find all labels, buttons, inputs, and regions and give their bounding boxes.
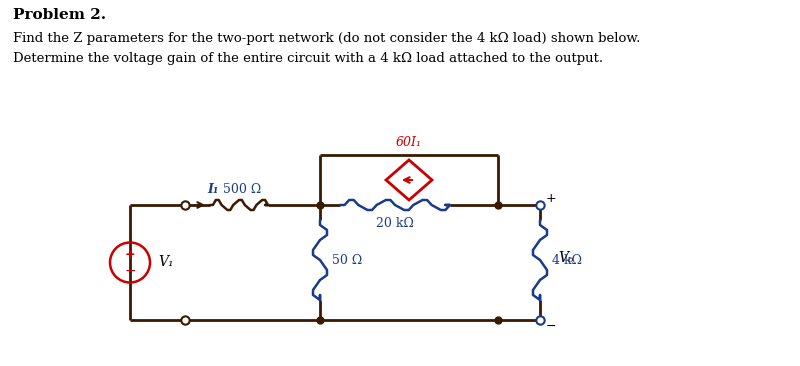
Text: 50 Ω: 50 Ω [332,254,362,266]
Text: Vₒ: Vₒ [558,250,574,265]
Text: Determine the voltage gain of the entire circuit with a 4 kΩ load attached to th: Determine the voltage gain of the entire… [13,52,603,65]
Text: −: − [124,264,136,277]
Text: Find the Z parameters for the two-port network (do not consider the 4 kΩ load) s: Find the Z parameters for the two-port n… [13,32,640,45]
Text: +: + [125,248,135,261]
Text: 20 kΩ: 20 kΩ [376,217,414,230]
Text: Problem 2.: Problem 2. [13,8,106,22]
Text: +: + [546,191,557,205]
Text: V₁: V₁ [158,255,174,269]
Text: I₁: I₁ [207,183,218,196]
Text: 4 kΩ: 4 kΩ [552,254,582,266]
Text: 500 Ω: 500 Ω [223,183,262,196]
Text: 60I₁: 60I₁ [396,136,422,149]
Text: −: − [546,320,557,332]
